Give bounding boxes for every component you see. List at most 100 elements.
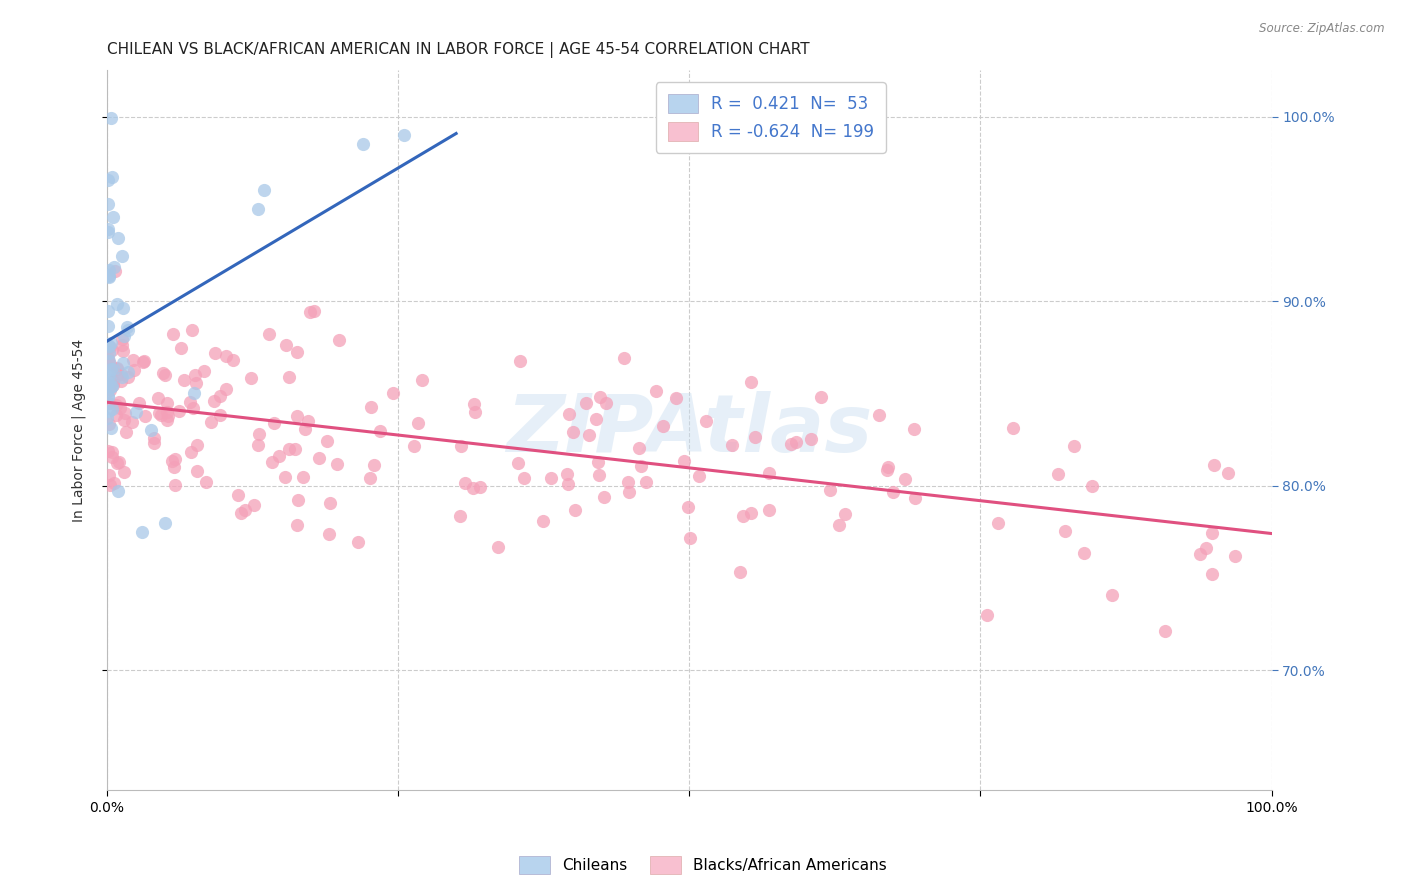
Point — [486, 540, 509, 554]
Point — [112, 356, 135, 370]
Point — [1201, 526, 1223, 541]
Point — [98, 354, 121, 368]
Point — [785, 434, 807, 449]
Point — [468, 480, 491, 494]
Point — [619, 485, 641, 500]
Point — [531, 514, 554, 528]
Point — [134, 409, 156, 423]
Point — [370, 424, 392, 438]
Point — [628, 442, 651, 456]
Point — [779, 437, 801, 451]
Point — [100, 380, 122, 394]
Point — [156, 409, 179, 424]
Point — [564, 503, 586, 517]
Point — [651, 419, 673, 434]
Point — [267, 449, 290, 463]
Point — [112, 343, 135, 358]
Point — [181, 323, 204, 337]
Point — [104, 408, 127, 422]
Point — [673, 453, 696, 467]
Point — [115, 425, 138, 439]
Point — [98, 339, 121, 353]
Point — [557, 477, 579, 491]
Point — [800, 432, 823, 446]
Point — [98, 346, 121, 360]
Point — [558, 407, 581, 421]
Point — [101, 374, 124, 388]
Point — [97, 375, 120, 389]
Point — [143, 431, 166, 445]
Point — [1063, 439, 1085, 453]
Point — [131, 524, 153, 539]
Point — [636, 475, 658, 490]
Point — [976, 607, 998, 622]
Point — [100, 111, 122, 125]
Point — [97, 443, 120, 458]
Point — [287, 492, 309, 507]
Point — [319, 496, 342, 510]
Point — [180, 445, 202, 459]
Point — [328, 333, 350, 347]
Point — [665, 391, 688, 405]
Point — [274, 470, 297, 484]
Point — [107, 231, 129, 245]
Y-axis label: In Labor Force | Age 45-54: In Labor Force | Age 45-54 — [72, 339, 86, 522]
Point — [132, 354, 155, 368]
Point — [810, 390, 832, 404]
Point — [595, 396, 617, 410]
Point — [117, 370, 139, 384]
Point — [98, 373, 121, 387]
Point — [97, 268, 120, 283]
Point — [246, 437, 269, 451]
Point — [105, 456, 128, 470]
Point — [578, 428, 600, 442]
Point — [315, 434, 337, 449]
Point — [744, 429, 766, 443]
Point — [101, 170, 124, 185]
Point — [103, 362, 125, 376]
Point — [101, 210, 124, 224]
Point — [163, 459, 186, 474]
Point — [111, 338, 134, 352]
Point — [110, 374, 132, 388]
Point — [278, 442, 301, 456]
Point — [96, 411, 118, 425]
Point — [276, 338, 298, 352]
Point — [152, 366, 174, 380]
Point — [740, 376, 762, 390]
Point — [97, 304, 120, 318]
Point — [1189, 547, 1212, 561]
Point — [122, 352, 145, 367]
Point — [616, 475, 638, 489]
Point — [121, 415, 143, 429]
Point — [97, 270, 120, 285]
Point — [347, 535, 370, 549]
Point — [679, 531, 702, 545]
Point — [97, 318, 120, 333]
Point — [97, 268, 120, 282]
Point — [613, 351, 636, 366]
Point — [156, 405, 179, 419]
Point — [508, 456, 530, 470]
Point — [97, 390, 120, 404]
Point — [588, 468, 610, 483]
Text: CHILEAN VS BLACK/AFRICAN AMERICAN IN LABOR FORCE | AGE 45-54 CORRELATION CHART: CHILEAN VS BLACK/AFRICAN AMERICAN IN LAB… — [107, 42, 810, 58]
Point — [575, 396, 598, 410]
Point — [585, 412, 607, 426]
Point — [1073, 546, 1095, 560]
Legend: Chileans, Blacks/African Americans: Chileans, Blacks/African Americans — [513, 850, 893, 880]
Point — [156, 413, 179, 427]
Point — [111, 369, 134, 384]
Point — [194, 475, 217, 489]
Point — [463, 397, 485, 411]
Point — [728, 566, 751, 580]
Point — [170, 342, 193, 356]
Point — [758, 466, 780, 480]
Point — [1223, 549, 1246, 563]
Point — [818, 483, 841, 497]
Point — [98, 263, 121, 277]
Point — [165, 452, 187, 467]
Point — [876, 460, 898, 475]
Point — [758, 503, 780, 517]
Point — [183, 401, 205, 415]
